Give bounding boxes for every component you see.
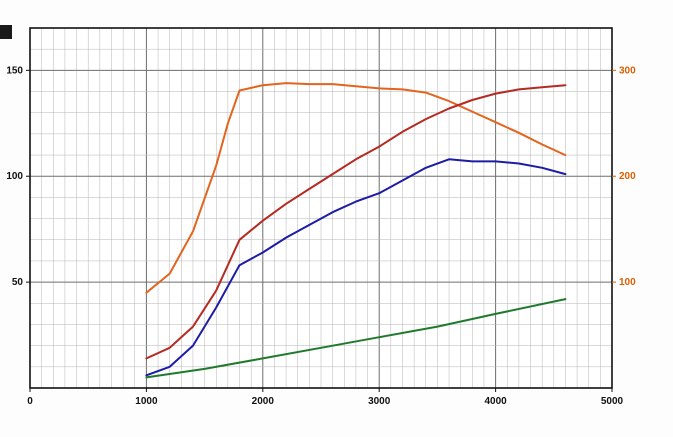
plot-border: [29, 27, 613, 389]
y-left-labels: 50 100 150: [6, 65, 30, 288]
green-curve: [145, 298, 567, 379]
x-tick-label: 4000: [484, 396, 507, 407]
y-right-tick-label: 200: [619, 171, 636, 182]
blue-curve: [145, 158, 567, 377]
y-right-labels: 100 200 300: [612, 65, 636, 288]
x-axis-labels: 0 1000 2000 3000 4000 5000: [27, 388, 624, 407]
red-curve: [145, 84, 567, 360]
y-left-tick-label: 100: [6, 171, 23, 182]
x-tick-label: 5000: [601, 396, 624, 407]
x-tick-label: 0: [27, 396, 33, 407]
y-left-tick-label: 50: [12, 277, 24, 288]
orange-curve: [145, 82, 567, 294]
y-left-tick-label: 150: [6, 65, 23, 76]
x-tick-label: 2000: [252, 396, 275, 407]
corner-mark: [0, 25, 12, 39]
y-right-tick-label: 100: [619, 277, 636, 288]
y-right-tick-label: 300: [619, 65, 636, 76]
x-tick-label: 1000: [135, 396, 158, 407]
x-tick-label: 3000: [368, 396, 391, 407]
